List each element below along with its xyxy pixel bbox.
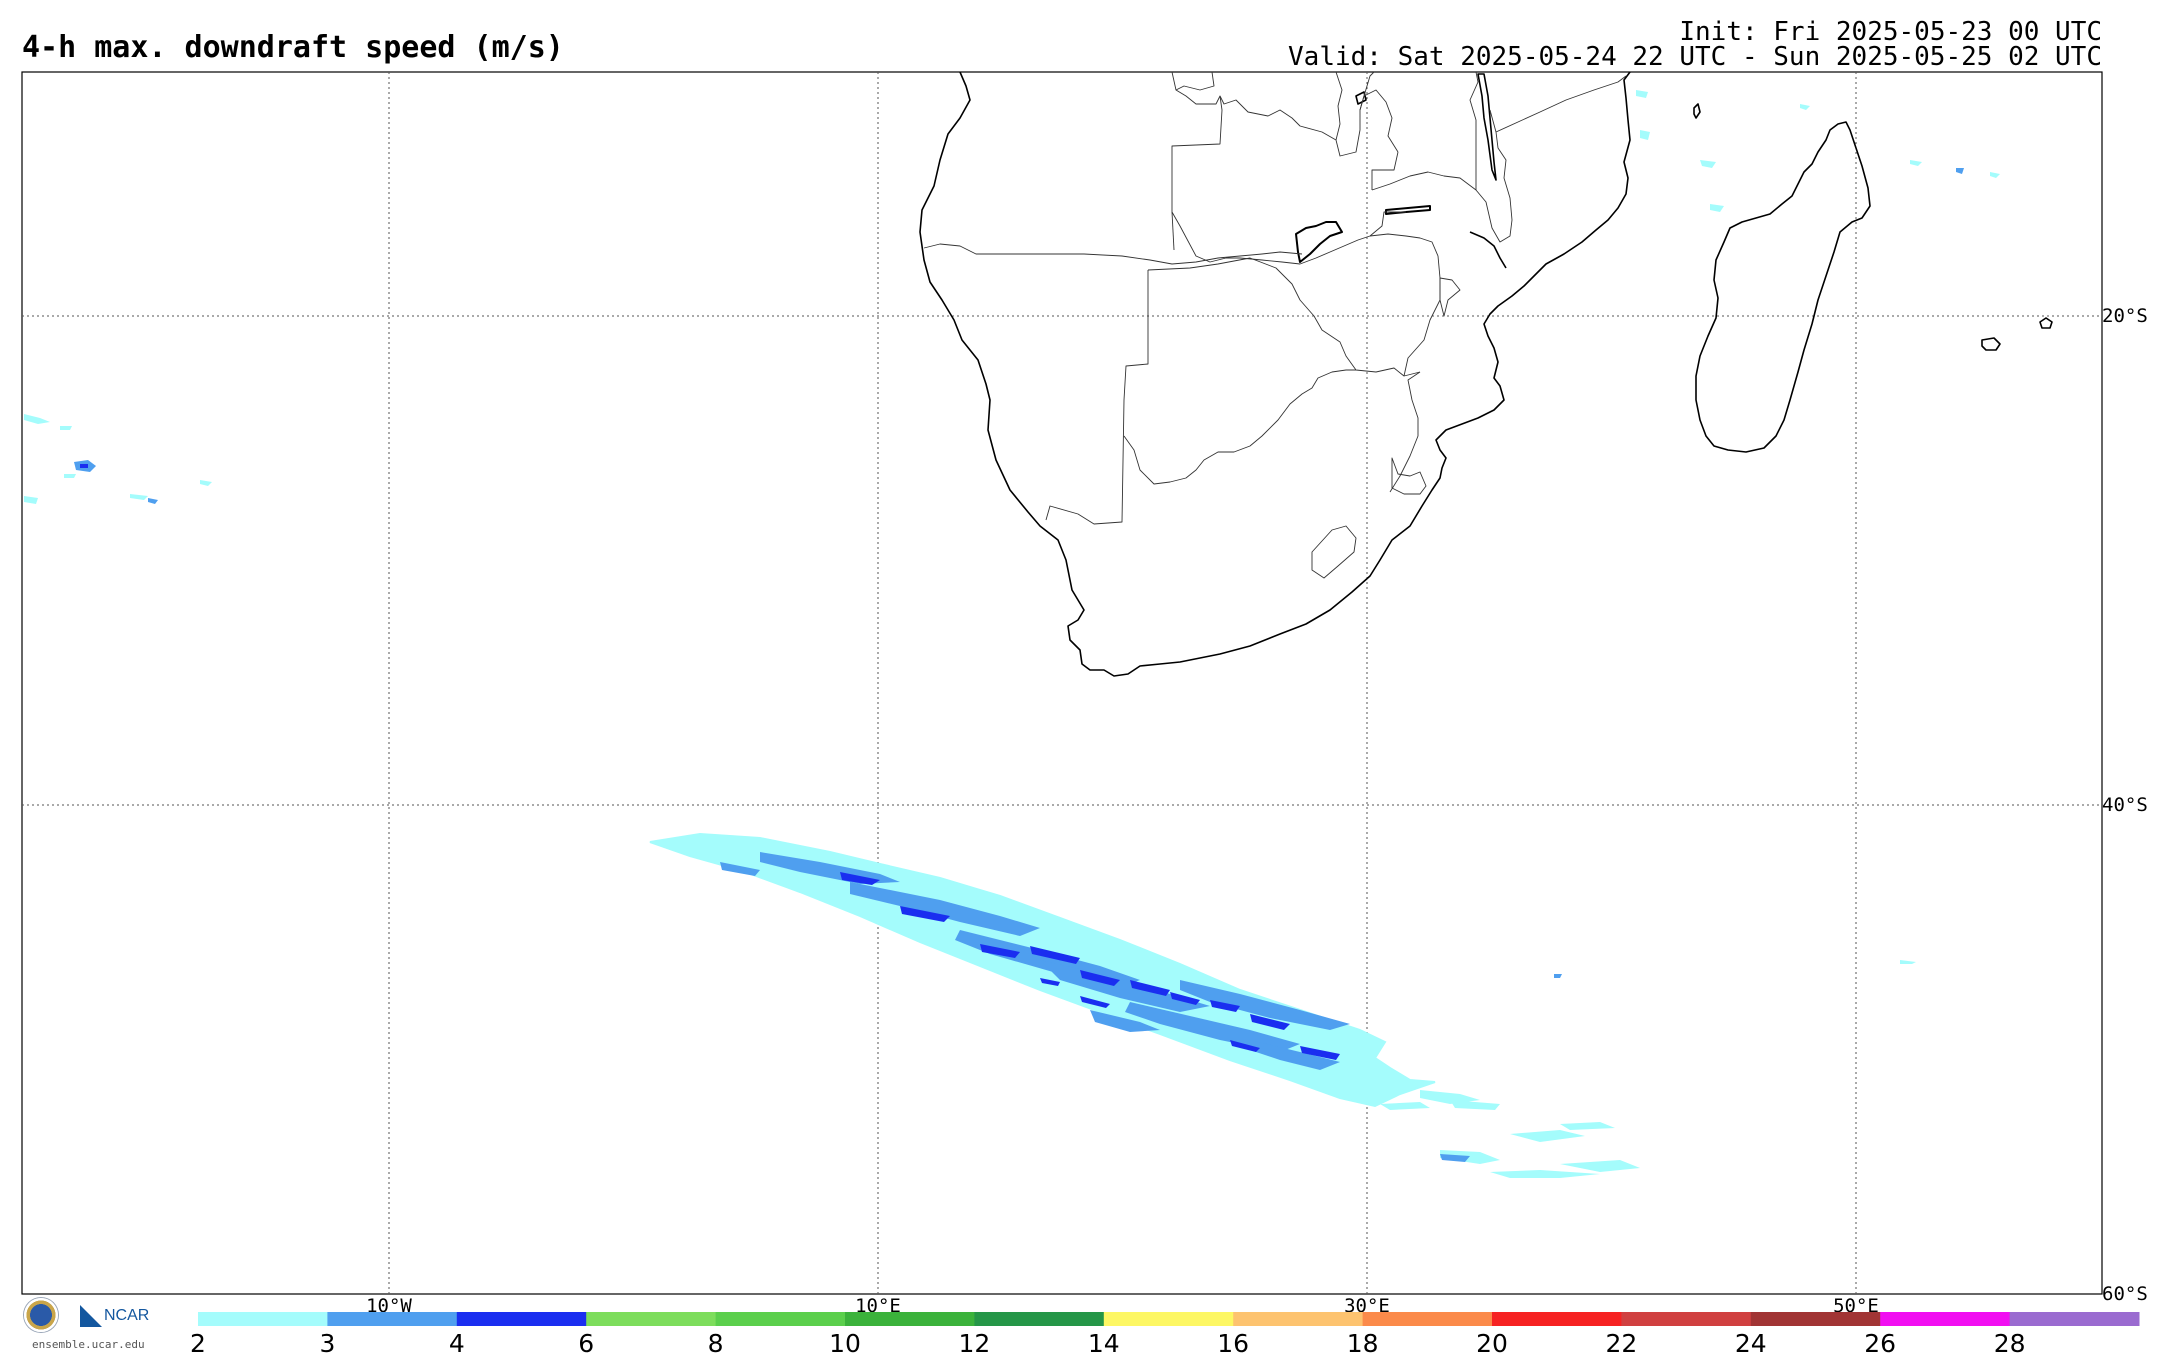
colorbar-tick-label: 3 — [319, 1329, 335, 1354]
lake-malawi — [1477, 73, 1497, 181]
colorbar-swatch — [2009, 1312, 2140, 1326]
colorbar-tick-label: 22 — [1605, 1329, 1637, 1354]
downdraft-streak-7 — [1490, 1170, 1600, 1178]
colorbar-swatch — [1492, 1312, 1622, 1326]
africa-coastline — [919, 72, 1631, 677]
island-comoros — [1693, 103, 1701, 119]
lake-small — [1355, 91, 1367, 105]
lake-kariba — [1295, 221, 1343, 263]
lon-label-50e: 50°E — [1833, 1295, 1879, 1317]
lat-label-60s: 60°S — [2102, 1283, 2148, 1305]
map-frame — [21, 71, 2103, 1295]
country-borders — [923, 72, 1627, 579]
colorbar-swatch — [845, 1312, 975, 1326]
downdraft-streak-4 — [1560, 1160, 1640, 1172]
colorbar-tick-label: 12 — [958, 1329, 990, 1354]
colorbar-ticks: 2 3 4 6 8 10 12 14 16 18 20 22 24 26 28 — [190, 1329, 2025, 1354]
island-reunion — [2039, 317, 2053, 329]
downdraft-west-patches — [24, 414, 212, 504]
lat-label-20s: 20°S — [2102, 305, 2148, 327]
ncar-mark-icon — [80, 1305, 102, 1327]
downdraft-streak-6 — [1560, 1122, 1615, 1130]
map-title: 4-h max. downdraft speed (m/s) — [22, 30, 564, 65]
zambezi-river — [1469, 231, 1507, 269]
colorbar-swatch — [456, 1312, 587, 1326]
logo-area: NCAR ensemble.ucar.edu — [24, 1298, 164, 1354]
colorbar-swatch — [1362, 1312, 1493, 1326]
nsf-logo — [24, 1298, 58, 1332]
colorbar-tick-label: 20 — [1476, 1329, 1508, 1354]
downdraft-east-patches — [1554, 90, 2000, 978]
ncar-logo: NCAR — [80, 1302, 149, 1330]
downdraft-streak-1 — [1420, 1090, 1480, 1104]
colorbar-swatch — [1880, 1312, 2011, 1326]
colorbar-tick-label: 4 — [449, 1329, 465, 1354]
colorbar-tick-label: 16 — [1217, 1329, 1249, 1354]
colorbar-tick-label: 10 — [829, 1329, 861, 1354]
colorbar-swatch — [1750, 1312, 1881, 1326]
colorbar-swatch — [1621, 1312, 1752, 1326]
colorbar-swatch — [715, 1312, 846, 1326]
downdraft-streak-8 — [1380, 1102, 1430, 1110]
colorbar-tick-label: 28 — [1994, 1329, 2026, 1354]
colorbar-swatch — [198, 1312, 328, 1326]
graticule — [22, 72, 2102, 1294]
colorbar: 2 3 4 6 8 10 12 14 16 18 20 22 24 26 28 — [190, 1312, 2140, 1354]
downdraft-streak-2 — [1450, 1100, 1500, 1110]
colorbar-tick-label: 24 — [1735, 1329, 1767, 1354]
colorbar-swatch — [327, 1312, 458, 1326]
colorbar-tick-label: 26 — [1864, 1329, 1896, 1354]
map-land — [919, 72, 2053, 677]
madagascar-coastline — [1695, 121, 1871, 453]
colorbar-swatches — [198, 1312, 2140, 1326]
lon-label-30e: 30°E — [1344, 1295, 1390, 1317]
downdraft-streak-5 — [1440, 1150, 1500, 1164]
island-mauritius — [1981, 337, 2001, 351]
lat-axis: 20°S 40°S 60°S — [2102, 305, 2148, 1305]
colorbar-swatch — [1233, 1312, 1364, 1326]
colorbar-swatch — [586, 1312, 717, 1326]
lake-cahora — [1385, 205, 1431, 215]
colorbar-tick-label: 8 — [708, 1329, 724, 1354]
lon-label-10e: 10°E — [855, 1295, 901, 1317]
lon-label-10w: 10°W — [366, 1295, 412, 1317]
colorbar-tick-label: 6 — [578, 1329, 594, 1354]
colorbar-tick-label: 2 — [190, 1329, 206, 1354]
time-info: Init: Fri 2025-05-23 00 UTC Valid: Sat 2… — [1288, 17, 2102, 72]
colorbar-tick-label: 14 — [1088, 1329, 1120, 1354]
colorbar-swatch — [974, 1312, 1105, 1326]
valid-time: Valid: Sat 2025-05-24 22 UTC - Sun 2025-… — [1288, 42, 2102, 72]
downdraft-strong — [840, 872, 1340, 1060]
colorbar-tick-label: 18 — [1347, 1329, 1379, 1354]
downdraft-field — [24, 90, 2000, 1178]
lat-label-40s: 40°S — [2102, 794, 2148, 816]
downdraft-streak-3 — [1510, 1130, 1585, 1142]
site-url: ensemble.ucar.edu — [32, 1338, 145, 1351]
ncar-text: NCAR — [104, 1307, 150, 1324]
colorbar-swatch — [1103, 1312, 1234, 1326]
lon-axis: 10°W 10°E 30°E 50°E — [366, 1295, 1879, 1317]
init-time: Init: Fri 2025-05-23 00 UTC — [1679, 17, 2102, 47]
